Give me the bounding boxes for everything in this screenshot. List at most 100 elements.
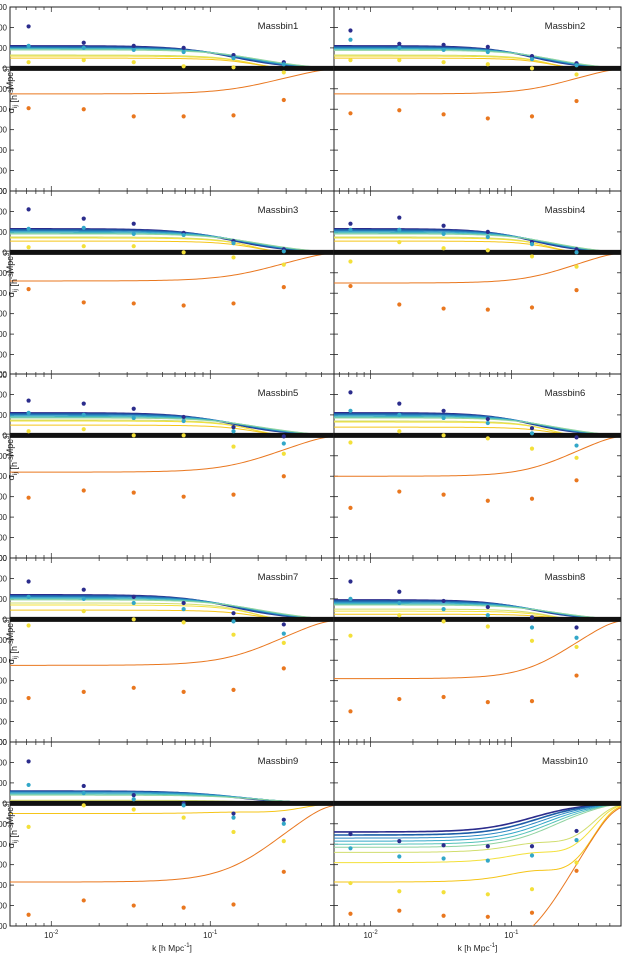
data-point — [281, 839, 286, 844]
data-point — [529, 446, 535, 451]
data-point-orange — [441, 694, 446, 700]
panel-plot-area — [334, 800, 621, 926]
y-tick-label: -4000 — [0, 146, 8, 155]
data-point — [26, 759, 31, 764]
data-point — [181, 49, 186, 55]
data-point — [281, 631, 286, 636]
series-curve-6 — [334, 49, 621, 69]
data-point — [485, 49, 490, 55]
data-point — [574, 644, 579, 650]
data-point — [81, 40, 86, 45]
panel-plot-area — [10, 579, 334, 701]
data-point — [26, 245, 31, 250]
data-point — [81, 244, 86, 249]
data-point — [281, 622, 286, 627]
data-point — [574, 264, 579, 269]
data-point — [131, 797, 136, 802]
data-point — [574, 72, 579, 77]
x-axis-label: k [h Mpc-1] — [152, 943, 192, 953]
data-point — [181, 232, 186, 238]
series-curve-10 — [334, 68, 621, 95]
data-point — [397, 41, 402, 46]
data-point — [397, 412, 402, 417]
data-point-orange — [348, 911, 353, 916]
x-tick-base: 10 — [363, 931, 372, 940]
data-point — [281, 70, 286, 75]
series-curve-10 — [532, 807, 621, 926]
series-curve-6 — [10, 49, 334, 69]
data-point — [81, 427, 86, 432]
y-tick-label: -3000 — [0, 861, 8, 870]
y-tick-label: 3000 — [0, 554, 8, 563]
data-point — [485, 624, 490, 629]
data-point-orange — [281, 474, 286, 479]
data-point — [485, 844, 490, 849]
data-point — [574, 838, 579, 843]
data-point — [529, 57, 535, 62]
y-tick-label: 0 — [3, 615, 8, 624]
data-point — [231, 811, 236, 816]
data-point-orange — [131, 903, 136, 908]
y-label-sup: -3 — [8, 456, 15, 462]
data-point — [131, 231, 136, 237]
data-point — [574, 455, 579, 460]
data-point — [26, 429, 31, 434]
y-label-sub: ij — [12, 656, 19, 659]
y-axis-label: σij [h-3Mpc3] — [1, 617, 19, 664]
data-point — [26, 579, 31, 584]
panel-frame — [333, 6, 622, 192]
panel-plot-area — [334, 390, 621, 511]
series-curve-8 — [334, 805, 621, 864]
y-tick-label: -6000 — [0, 371, 8, 380]
series-curve-7 — [334, 804, 621, 853]
y-label-part: Mpc — [5, 72, 15, 90]
series-curve-9 — [10, 803, 334, 815]
series-curve-6 — [10, 233, 334, 253]
data-point — [485, 613, 490, 618]
data-point — [574, 635, 579, 640]
panel-label: Massbin8 — [545, 572, 586, 583]
data-point — [574, 828, 579, 834]
panel-frame — [9, 741, 335, 927]
y-axis-label: σij [h-3Mpc3] — [1, 66, 19, 113]
y-tick-label: 2000 — [0, 390, 8, 399]
data-point — [348, 37, 353, 42]
y-label-part: ] — [1, 250, 11, 253]
data-point-orange — [441, 913, 446, 918]
data-point — [131, 244, 136, 249]
y-label-part: Mpc — [5, 623, 15, 641]
data-point — [397, 889, 402, 894]
y-label-sub: ij — [12, 289, 19, 292]
data-point — [529, 66, 535, 71]
data-point — [181, 64, 186, 69]
data-point-orange — [26, 287, 31, 292]
y-label-sup: 3 — [4, 252, 11, 256]
data-point-orange — [81, 689, 86, 695]
y-tick-label: -3000 — [0, 310, 8, 319]
data-point — [281, 249, 286, 254]
data-point — [81, 609, 86, 614]
y-tick-label: -6000 — [0, 187, 8, 196]
data-point — [281, 821, 286, 826]
data-point — [81, 803, 86, 808]
y-tick-label: 2000 — [0, 574, 8, 583]
data-point — [131, 43, 136, 48]
data-point — [397, 839, 402, 844]
data-point-orange — [281, 284, 286, 290]
y-tick-label: 2000 — [0, 758, 8, 767]
data-point-orange — [485, 307, 490, 312]
y-tick-label: -4000 — [0, 881, 8, 890]
y-label-part: σ — [6, 475, 16, 481]
y-label-part: ] — [1, 66, 11, 69]
y-tick-label: -2000 — [0, 289, 8, 298]
series-curve-1 — [334, 802, 621, 833]
y-label-part: [h — [9, 279, 19, 289]
panel-label: Massbin7 — [258, 572, 299, 583]
panel-massbin1: Massbin1 — [9, 6, 335, 192]
data-point — [131, 617, 136, 622]
